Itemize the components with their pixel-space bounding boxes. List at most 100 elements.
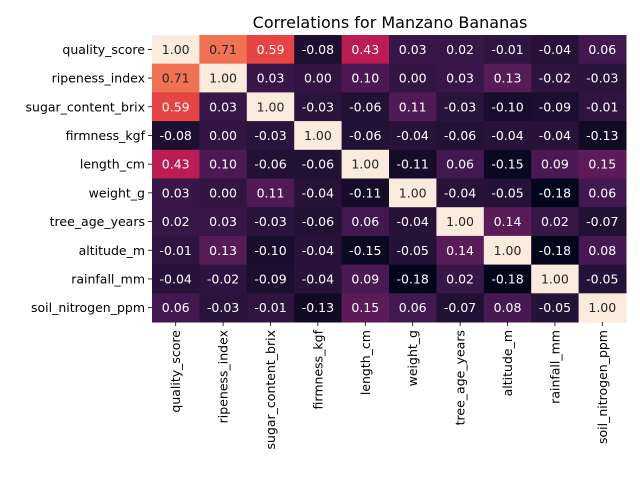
cell-value-label: 1.00	[209, 71, 237, 86]
heatmap-cell	[483, 293, 532, 323]
heatmap-cell	[436, 264, 485, 294]
heatmap-cell	[246, 63, 295, 93]
heatmap-cell	[578, 149, 627, 179]
cell-value-label: -0.11	[349, 185, 381, 200]
cell-value-label: 0.03	[162, 185, 190, 200]
heatmap-cell	[578, 63, 627, 93]
cell-value-label: -0.04	[302, 185, 334, 200]
cell-value-label: 1.00	[351, 157, 379, 172]
x-tick-label: rainfall_mm	[547, 330, 562, 404]
y-tick-label: ripeness_index	[52, 71, 145, 86]
heatmap-cell	[199, 293, 248, 323]
heatmap-cell	[199, 235, 248, 266]
heatmap-cell	[483, 92, 532, 122]
cell-value-label: 0.43	[162, 157, 190, 172]
heatmap-cell	[578, 92, 627, 122]
heatmap-cell	[483, 121, 532, 151]
cell-value-label: 0.00	[209, 128, 237, 143]
cell-value-label: 1.00	[304, 128, 332, 143]
heatmap-cell	[531, 35, 580, 65]
cell-value-label: 0.08	[588, 243, 616, 258]
x-tick-label: length_cm	[358, 330, 373, 395]
heatmap-cell	[341, 35, 390, 65]
cell-value-label: -0.04	[397, 214, 429, 229]
cell-value-label: 0.03	[209, 214, 237, 229]
cell-value-label: 0.03	[209, 99, 237, 114]
cell-value-label: 0.71	[162, 71, 190, 86]
heatmap-cell	[389, 63, 437, 93]
heatmap-cell	[199, 35, 248, 65]
cell-value-label: -0.05	[539, 300, 571, 315]
cell-value-label: 0.13	[209, 243, 237, 258]
heatmap-cell	[389, 92, 437, 122]
cell-value-label: -0.07	[444, 300, 476, 315]
heatmap-cell	[246, 264, 295, 294]
heatmap-cell	[436, 63, 485, 93]
cell-value-label: -0.07	[586, 214, 618, 229]
cell-value-label: -0.01	[160, 243, 192, 258]
cell-value-label: 0.08	[494, 300, 522, 315]
cell-value-label: 1.00	[494, 243, 522, 258]
cell-value-label: -0.08	[302, 42, 334, 57]
heatmap-cell	[152, 92, 200, 122]
cell-value-label: -0.03	[586, 71, 618, 86]
heatmap-cell	[152, 264, 200, 294]
cell-value-label: -0.10	[491, 99, 523, 114]
heatmap-cell	[483, 264, 532, 294]
cell-value-label: -0.06	[444, 128, 476, 143]
heatmap-cell	[294, 178, 343, 208]
cell-value-label: -0.01	[586, 99, 618, 114]
x-tick-label: sugar_content_brix	[263, 330, 278, 449]
heatmap-cell	[578, 178, 627, 208]
cell-value-label: -0.03	[254, 128, 286, 143]
x-tick-label: altitude_m	[500, 330, 515, 396]
heatmap-cell	[294, 121, 343, 151]
heatmap-cell	[531, 264, 580, 294]
y-tick-label: soil_nitrogen_ppm	[31, 300, 145, 315]
heatmap-cell	[152, 207, 200, 237]
cell-value-label: 0.02	[162, 214, 190, 229]
heatmap-cell	[246, 178, 295, 208]
heatmap-cell	[436, 293, 485, 323]
cell-value-label: 1.00	[541, 271, 569, 286]
heatmap-cell	[199, 92, 248, 122]
heatmap-cell	[531, 235, 580, 266]
cell-value-label: -0.09	[539, 99, 571, 114]
heatmap-cell	[531, 149, 580, 179]
heatmap-cell	[246, 121, 295, 151]
cell-value-label: 1.00	[446, 214, 474, 229]
heatmap-cell	[152, 149, 200, 179]
cell-value-label: 0.14	[494, 214, 522, 229]
cell-value-label: 0.00	[209, 185, 237, 200]
cell-value-label: 0.43	[351, 42, 379, 57]
heatmap-cell	[294, 207, 343, 237]
cell-value-label: -0.06	[302, 157, 334, 172]
heatmap-cell	[578, 235, 627, 266]
cell-value-label: -0.04	[397, 128, 429, 143]
cell-value-label: -0.03	[254, 214, 286, 229]
heatmap-cells: 1.00 0.71 0.59 -0.08 0.43 0.03 0.02 -0.01 -0.04 0…	[152, 35, 627, 323]
cell-value-label: -0.18	[397, 271, 429, 286]
y-tick-label: rainfall_mm	[71, 271, 145, 286]
heatmap-cell	[578, 121, 627, 151]
cell-value-label: 0.00	[399, 71, 427, 86]
heatmap-cell	[152, 293, 200, 323]
heatmap-cell	[152, 121, 200, 151]
heatmap-cell	[294, 35, 343, 65]
y-tick-label: tree_age_years	[50, 214, 145, 229]
heatmap-cell	[246, 92, 295, 122]
cell-value-label: -0.04	[302, 243, 334, 258]
cell-value-label: 0.02	[541, 214, 569, 229]
heatmap-cell	[483, 178, 532, 208]
cell-value-label: 0.06	[351, 214, 379, 229]
heatmap-cell	[389, 35, 437, 65]
heatmap-cell	[294, 235, 343, 266]
cell-value-label: 0.15	[588, 157, 616, 172]
cell-value-label: -0.02	[539, 71, 571, 86]
cell-value-label: 0.10	[209, 157, 237, 172]
x-tick-label: weight_g	[405, 330, 420, 386]
heatmap-cell	[483, 35, 532, 65]
heatmap-cell	[389, 264, 437, 294]
heatmap-cell	[531, 293, 580, 323]
